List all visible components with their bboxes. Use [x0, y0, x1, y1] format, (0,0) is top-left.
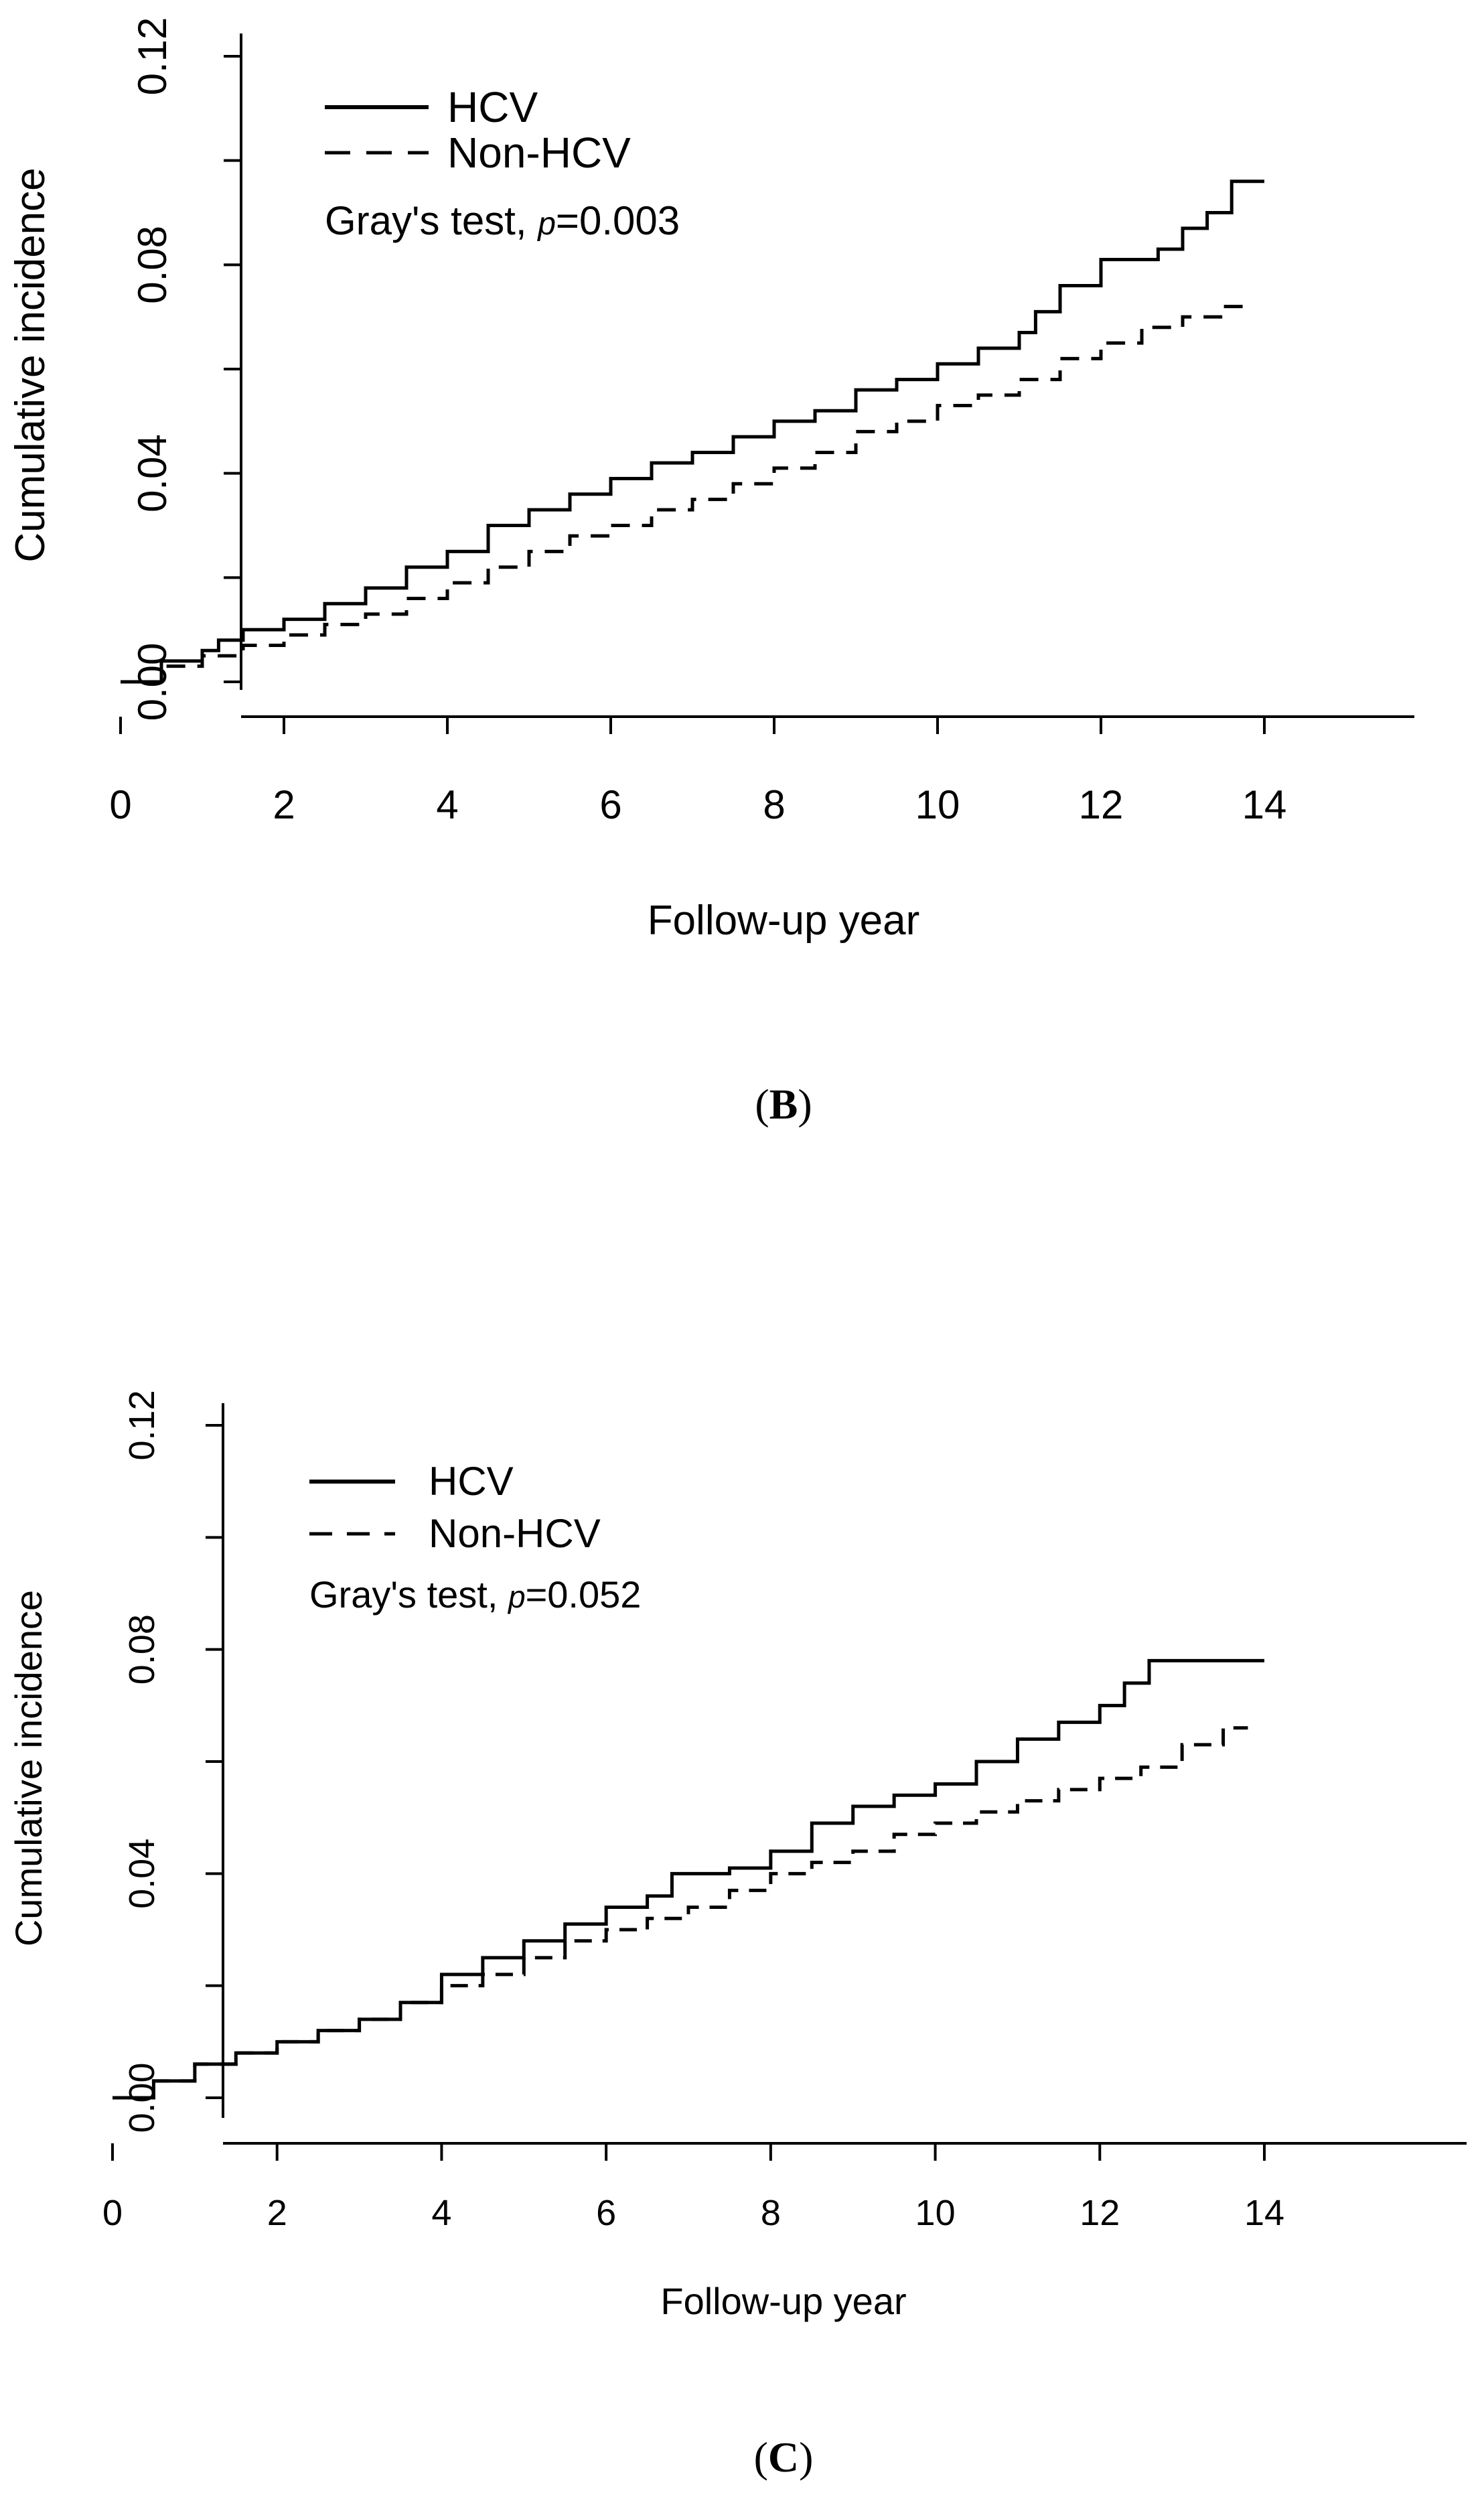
grays-test-annotation: Gray's test, p=0.003 [325, 198, 680, 243]
x-tick-label: 12 [1080, 2193, 1120, 2233]
x-tick-label: 4 [431, 2193, 451, 2233]
x-tick-label: 4 [436, 782, 458, 827]
chart-panel-b: 0.000.040.080.12 0 2 4 6 8 10 12 14 HCV Non-HCV… [7, 17, 1414, 1128]
x-tick-label: 14 [1242, 782, 1287, 827]
y-axis-label: Cumulative incidence [7, 1590, 50, 1946]
legend: HCV Non-HCV [325, 83, 631, 177]
series-line-non-hcv [113, 1726, 1248, 2100]
series-line-hcv [113, 1658, 1264, 2100]
y-ticks: 0.000.040.080.12 [122, 1390, 223, 2133]
x-tick-label: 0 [109, 782, 131, 827]
series-group [113, 1658, 1264, 2100]
legend-label-hcv: HCV [429, 1459, 514, 1504]
x-tick-label: 10 [915, 2193, 956, 2233]
series-line-hcv [121, 180, 1264, 684]
x-tick-label: 2 [267, 2193, 287, 2233]
x-tick-label: 0 [102, 2193, 123, 2233]
x-tick-label: 8 [761, 2193, 781, 2233]
p-value: =0.052 [526, 1573, 642, 1616]
panel-label-c: (C) [754, 2433, 814, 2481]
y-tick-label: 0.08 [130, 226, 175, 304]
y-tick-label: 0.12 [122, 1390, 162, 1460]
y-axis-label: Cumulative incidence [7, 167, 54, 562]
panel-label-open: ( [754, 2433, 768, 2481]
x-axis-label: Follow-up year [660, 2280, 906, 2322]
legend-label-non-hcv: Non-HCV [429, 1511, 601, 1556]
grays-test-prefix: Gray's test, [309, 1573, 508, 1616]
series-group [121, 180, 1264, 684]
p-symbol: p [536, 206, 556, 242]
panel-label-letter: B [769, 1080, 798, 1128]
p-symbol: p [507, 1579, 526, 1614]
panel-label-open: ( [755, 1080, 769, 1128]
panel-label-close: ) [799, 2433, 813, 2481]
y-tick-label: 0.04 [130, 434, 175, 512]
y-ticks: 0.000.040.080.12 [130, 17, 241, 721]
y-tick-label: 0.08 [122, 1614, 162, 1685]
series-line-non-hcv [121, 301, 1250, 684]
panel-label-close: ) [798, 1080, 812, 1128]
x-tick-label: 6 [599, 782, 621, 827]
x-tick-label: 2 [273, 782, 295, 827]
x-axis-label: Follow-up year [648, 898, 920, 944]
x-tick-label: 6 [596, 2193, 616, 2233]
x-tick-label: 8 [763, 782, 785, 827]
legend-label-non-hcv: Non-HCV [447, 129, 631, 177]
panel-label-letter: C [768, 2433, 799, 2481]
y-tick-label: 0.04 [122, 1839, 162, 1909]
x-ticks: 0 2 4 6 8 10 12 14 [102, 2143, 1284, 2233]
x-tick-label: 14 [1244, 2193, 1284, 2233]
x-ticks: 0 2 4 6 8 10 12 14 [109, 717, 1286, 827]
legend: HCV Non-HCV [309, 1459, 601, 1556]
p-value: =0.003 [556, 198, 680, 243]
grays-test-prefix: Gray's test, [325, 198, 538, 243]
x-tick-label: 12 [1079, 782, 1124, 827]
grays-test-annotation: Gray's test, p=0.052 [309, 1573, 641, 1616]
legend-label-hcv: HCV [447, 83, 538, 131]
x-tick-label: 10 [915, 782, 960, 827]
panel-label-b: (B) [755, 1080, 812, 1128]
y-tick-label: 0.12 [130, 17, 175, 96]
chart-panel-c: 0.000.040.080.12 0 2 4 6 8 10 12 14 HCV Non-HCV… [7, 1390, 1467, 2481]
